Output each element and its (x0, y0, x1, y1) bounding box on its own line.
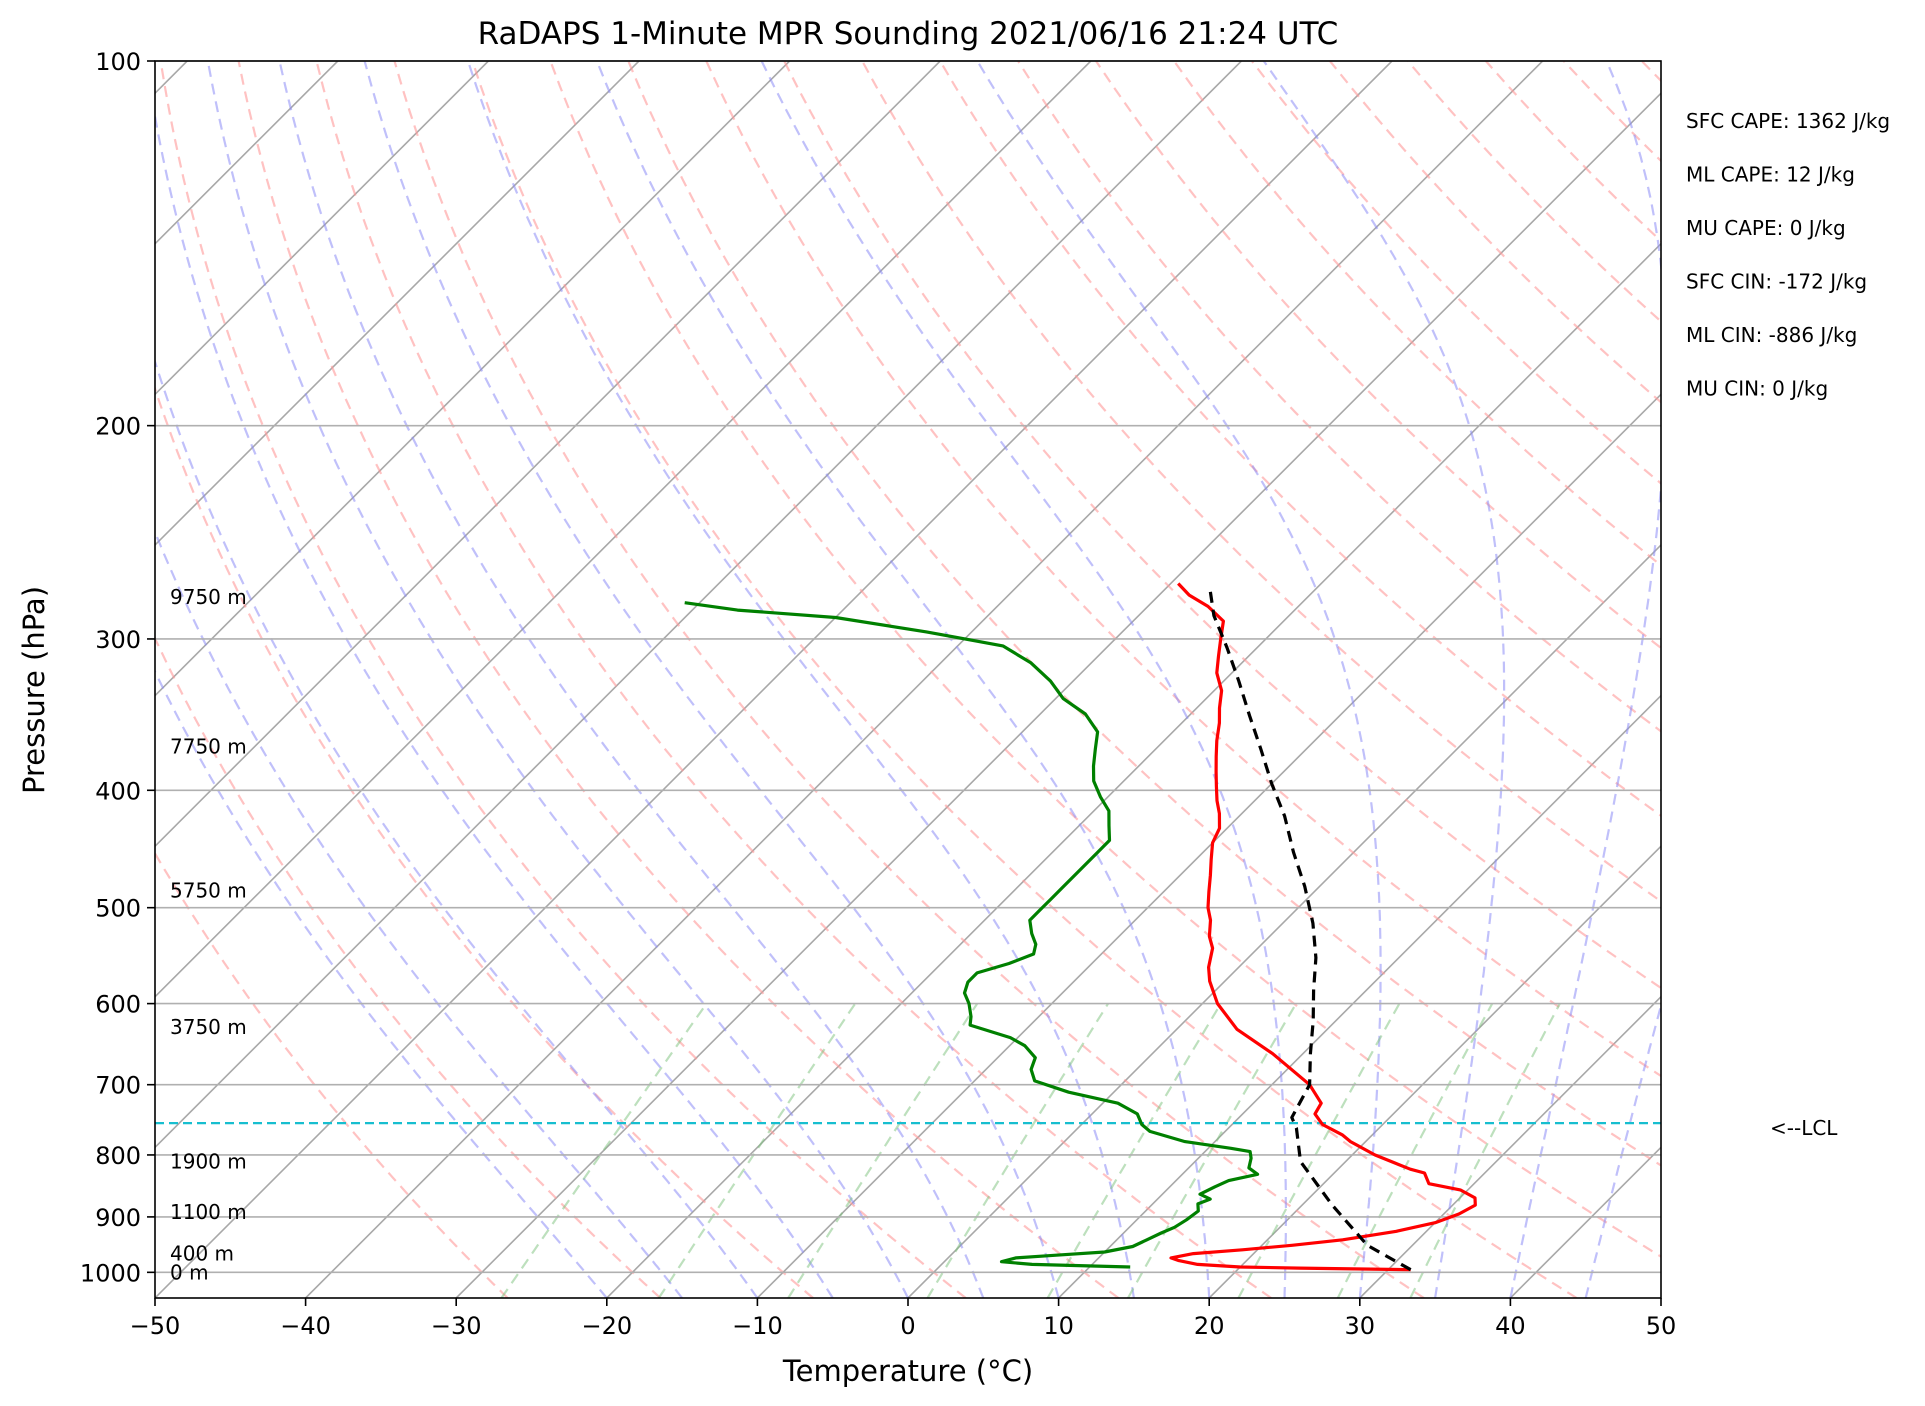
height-label: 400 m (170, 1242, 234, 1266)
isotherm-line (907, 543, 1661, 1298)
plot-area (155, 61, 1661, 1298)
x-tick-label: −50 (130, 1312, 181, 1340)
lcl-label: <--LCL (1770, 1116, 1838, 1140)
isotherm-line (155, 61, 941, 848)
isotherm-line (756, 393, 1661, 1298)
x-tick-label: 0 (900, 1312, 915, 1340)
y-tick-label: 200 (95, 413, 141, 441)
x-axis-label: Temperature (°C) (782, 1354, 1033, 1388)
dry-adiabat-line (315, 61, 1272, 1298)
y-tick-label: 800 (95, 1142, 141, 1170)
x-tick-label: −30 (431, 1312, 482, 1340)
moist-adiabat-line (1262, 61, 1506, 1298)
moist-adiabat-line (155, 110, 834, 1298)
dry-adiabat-line (549, 61, 1661, 1258)
isotherm-line (1208, 845, 1661, 1298)
height-label: 5750 m (170, 879, 247, 903)
isotherm-line (155, 61, 1092, 998)
y-tick-label: 400 (95, 777, 141, 805)
x-tick-label: −20 (581, 1312, 632, 1340)
y-tick-label: 700 (95, 1072, 141, 1100)
dry-adiabat-line (1640, 61, 1661, 83)
height-label: 7750 m (170, 734, 247, 758)
y-tick-label: 900 (95, 1204, 141, 1232)
y-tick-label: 1000 (80, 1259, 141, 1287)
temperature-profile (1169, 582, 1477, 1272)
dry-adiabat-line (155, 851, 509, 1298)
x-tick-label: 40 (1495, 1312, 1526, 1340)
mixing-ratio-line (1046, 1003, 1222, 1298)
isotherm-line (455, 92, 1661, 1298)
isotherm-line (155, 61, 1242, 1149)
dry-adiabat-line (155, 635, 662, 1298)
y-axis-label: Pressure (hPa) (17, 586, 51, 794)
dry-adiabat-line (1798, 61, 1925, 1298)
dry-adiabat-line (159, 61, 967, 1298)
dry-adiabat-line (1720, 61, 1925, 1298)
dry-adiabat-line (1173, 61, 1661, 567)
mixing-ratio-line (500, 1002, 708, 1298)
dry-adiabat-line (783, 61, 1661, 990)
mixing-ratio-line (1336, 1003, 1494, 1298)
isotherm-line (1058, 694, 1661, 1298)
mixing-ratio-line (787, 1002, 979, 1298)
stability-annotation: ML CAPE: 12 J/kg (1686, 163, 1855, 187)
isotherm-line (155, 61, 640, 547)
x-tick-label: 20 (1194, 1312, 1225, 1340)
dry-adiabat-line (155, 385, 814, 1298)
y-tick-label: 300 (95, 626, 141, 654)
isotherm-line (305, 61, 1544, 1298)
mixing-ratio-line (657, 1002, 857, 1298)
stability-annotation: ML CIN: -886 J/kg (1686, 323, 1857, 347)
stability-annotation: SFC CAPE: 1362 J/kg (1686, 109, 1890, 133)
x-tick-label: −10 (732, 1312, 783, 1340)
dry-adiabat-line (705, 61, 1661, 1078)
stability-annotation: SFC CIN: -172 J/kg (1686, 270, 1867, 294)
isotherm-line (155, 61, 489, 396)
moist-adiabat-line (466, 61, 1135, 1298)
moist-adiabat-line (363, 61, 1060, 1298)
isotherm-line (1660, 1296, 1661, 1298)
height-label: 1100 m (170, 1200, 247, 1224)
height-label: 0 m (170, 1260, 209, 1284)
moist-adiabat-line (206, 61, 909, 1298)
isotherm-line (155, 61, 1393, 1298)
dry-adiabat-line (1876, 61, 1925, 1298)
dry-adiabat-line (237, 61, 1120, 1298)
moist-adiabat-line (760, 61, 1287, 1298)
x-tick-label: −40 (280, 1312, 331, 1340)
parcel-profile (1208, 589, 1412, 1272)
isotherm-line (606, 242, 1661, 1298)
height-label: 1900 m (170, 1149, 247, 1173)
y-tick-label: 500 (95, 895, 141, 923)
moist-adiabat-line (155, 529, 683, 1298)
moist-adiabat-line (155, 358, 759, 1298)
x-tick-label: 10 (1043, 1312, 1074, 1340)
x-tick-label: 50 (1646, 1312, 1677, 1340)
dry-adiabat-line (471, 61, 1578, 1298)
stability-annotation: MU CIN: 0 J/kg (1686, 377, 1828, 401)
mixing-ratio-line (1127, 1003, 1298, 1298)
height-label: 9750 m (170, 585, 247, 609)
chart-title: RaDAPS 1-Minute MPR Sounding 2021/06/16 … (478, 16, 1339, 52)
y-tick-label: 600 (95, 991, 141, 1019)
moist-adiabat-line (278, 61, 985, 1298)
moist-adiabat-line (155, 669, 608, 1298)
dry-adiabat-line (1017, 61, 1661, 733)
dewpoint-profile (684, 601, 1260, 1269)
stability-annotation: MU CAPE: 0 J/kg (1686, 216, 1846, 240)
mixing-ratio-line (926, 1003, 1110, 1298)
y-tick-label: 100 (95, 48, 141, 76)
isotherm-line (155, 61, 791, 697)
isotherm-line (1359, 995, 1661, 1298)
mixing-ratio-line (1409, 1003, 1561, 1298)
dry-adiabat-line (393, 61, 1425, 1298)
x-tick-label: 30 (1345, 1312, 1376, 1340)
height-label: 3750 m (170, 1015, 247, 1039)
dry-adiabat-line (627, 61, 1661, 1167)
